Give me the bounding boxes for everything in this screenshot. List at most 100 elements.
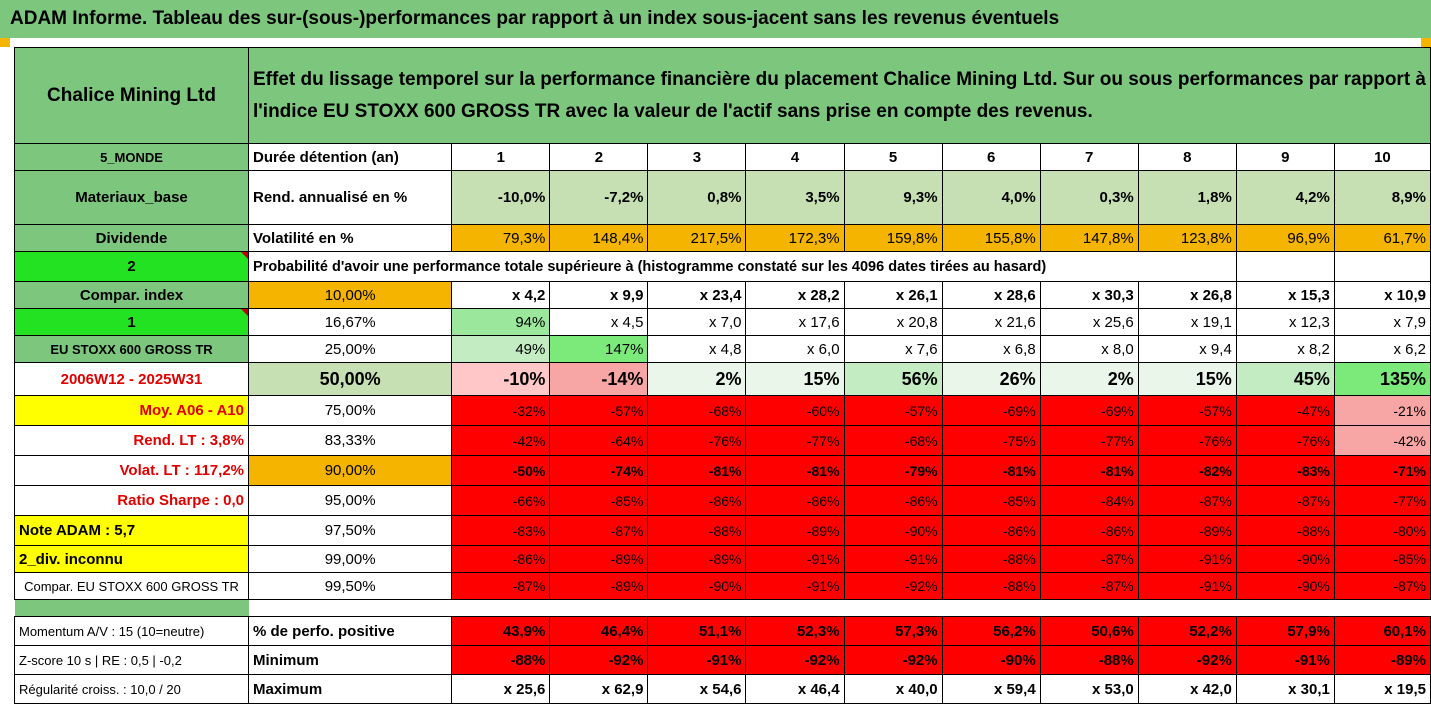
percentile-value: 16,67% <box>247 308 453 336</box>
percentile-cell: x 20,8 <box>843 308 943 336</box>
percentile-cell: -91% <box>843 545 943 573</box>
performance-table: Chalice Mining Ltd Effet du lissage temp… <box>14 47 1431 704</box>
percentile-cell: -86% <box>451 545 551 573</box>
percentile-cell: -74% <box>549 455 649 486</box>
rend-value: 4,0% <box>941 170 1041 225</box>
percentile-cell: -89% <box>549 545 649 573</box>
stat-value: 57,3% <box>843 616 943 646</box>
stat-value: -92% <box>1137 645 1237 675</box>
year-header: 7 <box>1039 143 1139 171</box>
percentile-value: 50,00% <box>247 362 453 396</box>
stat-value: -88% <box>1039 645 1139 675</box>
percentile-cell: x 23,4 <box>647 281 747 309</box>
empty-cell <box>1333 251 1431 282</box>
stat-value: 43,9% <box>451 616 551 646</box>
dividend-value[interactable]: 2 <box>14 251 249 282</box>
percentile-cell: x 6,8 <box>941 335 1041 363</box>
percentile-cell: -66% <box>451 485 551 516</box>
percentile-cell: -85% <box>941 485 1041 516</box>
asset-name: Chalice Mining Ltd <box>14 47 249 144</box>
percentile-cell: -81% <box>941 455 1041 486</box>
stat-value: -90% <box>941 645 1041 675</box>
percentile-cell: 2% <box>1039 362 1139 396</box>
year-header: 6 <box>941 143 1041 171</box>
percentile-cell: -42% <box>1333 425 1431 456</box>
compar-full-label: Compar. EU STOXX 600 GROSS TR <box>14 572 249 600</box>
rend-value: -10,0% <box>451 170 551 225</box>
percentile-cell: -75% <box>941 425 1041 456</box>
sharpe-label: Ratio Sharpe : 0,0 <box>14 485 249 516</box>
percentile-cell: -21% <box>1333 395 1431 426</box>
percentile-cell: -50% <box>451 455 551 486</box>
empty-cell <box>1235 251 1335 282</box>
index-name: EU STOXX 600 GROSS TR <box>14 335 249 363</box>
percentile-cell: -42% <box>451 425 551 456</box>
percentile-cell: -84% <box>1039 485 1139 516</box>
stat-left-label: Régularité croiss. : 10,0 / 20 <box>14 674 249 704</box>
percentile-cell: -76% <box>647 425 747 456</box>
year-header: 8 <box>1137 143 1237 171</box>
percentile-cell: 49% <box>451 335 551 363</box>
description: Effet du lissage temporel sur la perform… <box>248 47 1431 144</box>
percentile-value: 83,33% <box>247 425 453 456</box>
vol-label: Volatilité en % <box>247 224 453 252</box>
percentile-cell: x 7,6 <box>843 335 943 363</box>
stat-value: x 42,0 <box>1137 674 1237 704</box>
percentile-cell: x 10,9 <box>1333 281 1431 309</box>
stat-label: Minimum <box>247 645 453 675</box>
vol-value: 155,8% <box>941 224 1041 252</box>
percentile-cell: -76% <box>1235 425 1335 456</box>
percentile-cell: x 30,3 <box>1039 281 1139 309</box>
percentile-cell: x 12,3 <box>1235 308 1335 336</box>
percentile-cell: 2% <box>647 362 747 396</box>
percentile-cell: x 6,2 <box>1333 335 1431 363</box>
vol-value: 79,3% <box>451 224 551 252</box>
percentile-cell: -71% <box>1333 455 1431 486</box>
percentile-cell: -87% <box>1039 572 1139 600</box>
compar-index-value[interactable]: 1 <box>14 308 249 336</box>
volat-lt-label: Volat. LT : 117,2% <box>14 455 249 486</box>
percentile-cell: -88% <box>941 572 1041 600</box>
zone-label: 5_MONDE <box>14 143 249 171</box>
percentile-cell: x 19,1 <box>1137 308 1237 336</box>
percentile-cell: -87% <box>1333 572 1431 600</box>
percentile-cell: -86% <box>941 515 1041 546</box>
stat-value: 51,1% <box>647 616 747 646</box>
percentile-cell: -83% <box>1235 455 1335 486</box>
percentile-cell: -68% <box>843 425 943 456</box>
stat-left-label: Momentum A/V : 15 (10=neutre) <box>14 616 249 646</box>
stat-value: x 59,4 <box>941 674 1041 704</box>
percentile-cell: -69% <box>1039 395 1139 426</box>
rend-value: -7,2% <box>549 170 649 225</box>
percentile-cell: -47% <box>1235 395 1335 426</box>
percentile-value: 10,00% <box>247 281 453 309</box>
dividend-label: Dividende <box>14 224 249 252</box>
vol-value: 96,9% <box>1235 224 1335 252</box>
percentile-cell: 94% <box>451 308 551 336</box>
stat-value: x 19,5 <box>1333 674 1431 704</box>
percentile-value: 95,00% <box>247 485 453 516</box>
percentile-value: 25,00% <box>247 335 453 363</box>
percentile-cell: -80% <box>1333 515 1431 546</box>
percentile-cell: x 26,1 <box>843 281 943 309</box>
percentile-cell: -91% <box>1137 572 1237 600</box>
percentile-cell: x 7,0 <box>647 308 747 336</box>
year-header: 5 <box>843 143 943 171</box>
percentile-cell: -77% <box>1039 425 1139 456</box>
percentile-cell: -68% <box>647 395 747 426</box>
corner-marker-right <box>1421 38 1431 47</box>
rend-value: 4,2% <box>1235 170 1335 225</box>
description-line-1: Effet du lissage temporel sur la perform… <box>253 68 1426 90</box>
corner-marker-left <box>0 38 10 47</box>
percentile-cell: -14% <box>549 362 649 396</box>
percentile-cell: x 4,8 <box>647 335 747 363</box>
percentile-cell: 15% <box>745 362 845 396</box>
percentile-value: 99,00% <box>247 545 453 573</box>
percentile-cell: -76% <box>1137 425 1237 456</box>
stat-value: x 25,6 <box>451 674 551 704</box>
percentile-cell: -81% <box>1039 455 1139 486</box>
stat-value: -92% <box>843 645 943 675</box>
rend-value: 3,5% <box>745 170 845 225</box>
stat-value: x 30,1 <box>1235 674 1335 704</box>
percentile-cell: -90% <box>1235 572 1335 600</box>
